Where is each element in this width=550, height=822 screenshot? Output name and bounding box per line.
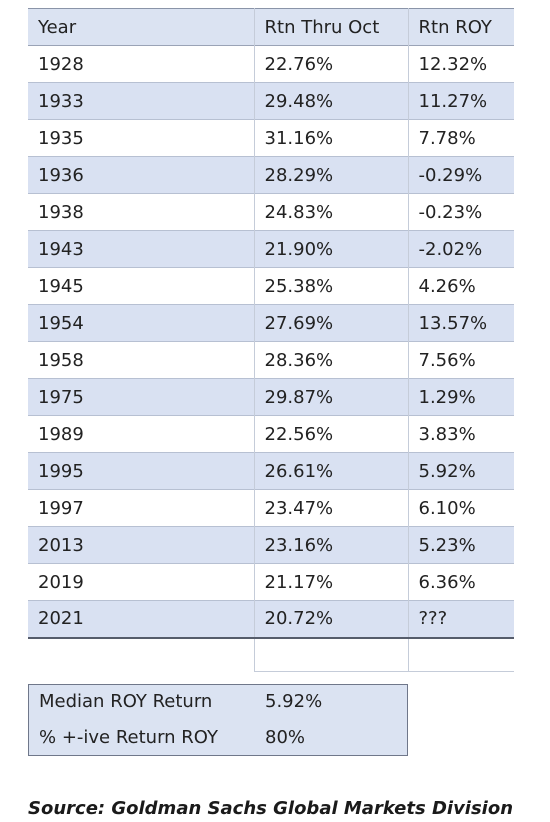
year-cell: 1975	[38, 386, 84, 408]
rtn-roy-cell: 13.57%	[407, 304, 514, 342]
positive-return-row: % +-ive Return ROY 80%	[39, 727, 305, 748]
rtn-roy-cell: 7.56%	[407, 341, 514, 379]
rtn-roy-cell: -0.23%	[407, 193, 514, 231]
rtn-roy-cell: 3.83%	[407, 415, 514, 453]
rtn-roy-cell: 7.78%	[407, 119, 514, 157]
table-row: 1936 28.29% -0.29%	[28, 156, 514, 194]
year-cell: 1938	[38, 201, 84, 223]
table-row: 2019 21.17% 6.36%	[28, 563, 514, 601]
table-row: 1989 22.56% 3.83%	[28, 415, 514, 453]
year-cell: 1928	[38, 53, 84, 75]
table-row: 2013 23.16% 5.23%	[28, 526, 514, 564]
rtn-thru-oct-cell: 27.69%	[253, 304, 408, 342]
median-roy-label: Median ROY Return	[39, 691, 213, 712]
table-row: 1958 28.36% 7.56%	[28, 341, 514, 379]
year-cell: 1943	[38, 238, 84, 260]
table-row: 1954 27.69% 13.57%	[28, 304, 514, 342]
year-cell: 2019	[38, 571, 84, 593]
year-cell: 1958	[38, 349, 84, 371]
rtn-thru-oct-cell: 21.90%	[253, 230, 408, 268]
rtn-thru-oct-cell: 31.16%	[253, 119, 408, 157]
table-row: 1933 29.48% 11.27%	[28, 82, 514, 120]
year-cell: 1933	[38, 90, 84, 112]
rtn-thru-oct-cell: 25.38%	[253, 267, 408, 305]
table-row: 1945 25.38% 4.26%	[28, 267, 514, 305]
year-cell: 1954	[38, 312, 84, 334]
year-cell: 2013	[38, 534, 84, 556]
table-row: 1975 29.87% 1.29%	[28, 378, 514, 416]
table-row: 2021 20.72%???	[28, 600, 514, 638]
positive-return-label: % +-ive Return ROY	[39, 727, 218, 748]
year-cell: 1945	[38, 275, 84, 297]
table-row: 1935 31.16% 7.78%	[28, 119, 514, 157]
table-row: 1997 23.47% 6.10%	[28, 489, 514, 527]
rtn-roy-cell: ???	[407, 600, 514, 638]
rtn-thru-oct-cell: 21.17%	[253, 563, 408, 601]
blank-row	[28, 637, 514, 672]
year-cell: 1935	[38, 127, 84, 149]
rtn-thru-oct-cell: 26.61%	[253, 452, 408, 490]
header-rtn-roy: Rtn ROY	[407, 8, 514, 46]
rtn-roy-cell: 5.23%	[407, 526, 514, 564]
year-cell: 2021	[38, 608, 84, 630]
returns-table: Year Rtn Thru Oct Rtn ROY 1928 22.76% 12.3…	[28, 8, 514, 672]
rtn-thru-oct-cell: 28.29%	[253, 156, 408, 194]
rtn-roy-cell: 6.36%	[407, 563, 514, 601]
rtn-thru-oct-cell: 22.56%	[253, 415, 408, 453]
header-year: Year	[38, 16, 77, 38]
year-cell: 1997	[38, 497, 84, 519]
summary-box: Median ROY Return 5.92% % +-ive Return RO…	[28, 684, 408, 756]
year-cell: 1936	[38, 164, 84, 186]
year-cell: 1989	[38, 423, 84, 445]
rtn-roy-cell: -2.02%	[407, 230, 514, 268]
rtn-thru-oct-cell: 22.76%	[253, 45, 408, 83]
rtn-thru-oct-cell: 20.72%	[253, 600, 408, 638]
rtn-roy-cell: 12.32%	[407, 45, 514, 83]
rtn-thru-oct-cell: 23.16%	[253, 526, 408, 564]
rtn-thru-oct-cell: 29.48%	[253, 82, 408, 120]
rtn-roy-cell: 6.10%	[407, 489, 514, 527]
year-cell: 1995	[38, 460, 84, 482]
source-note: Source: Goldman Sachs Global Markets Div…	[28, 798, 514, 819]
table-row: 1938 24.83% -0.23%	[28, 193, 514, 231]
rtn-thru-oct-cell: 24.83%	[253, 193, 408, 231]
header-row: Year Rtn Thru Oct Rtn ROY	[28, 8, 514, 46]
rtn-thru-oct-cell: 29.87%	[253, 378, 408, 416]
rtn-roy-cell: 4.26%	[407, 267, 514, 305]
rtn-roy-cell: 11.27%	[407, 82, 514, 120]
table-row: 1943 21.90% -2.02%	[28, 230, 514, 268]
median-roy-row: Median ROY Return 5.92%	[39, 691, 322, 712]
positive-return-value: 80%	[265, 727, 306, 748]
rtn-roy-cell: 5.92%	[407, 452, 514, 490]
median-roy-value: 5.92%	[265, 691, 323, 712]
table-row: 1928 22.76% 12.32%	[28, 45, 514, 83]
table-row: 1995 26.61% 5.92%	[28, 452, 514, 490]
rtn-roy-cell: 1.29%	[407, 378, 514, 416]
rtn-thru-oct-cell: 23.47%	[253, 489, 408, 527]
rtn-thru-oct-cell: 28.36%	[253, 341, 408, 379]
header-rtn-thru-oct: Rtn Thru Oct	[253, 8, 408, 46]
rtn-roy-cell: -0.29%	[407, 156, 514, 194]
